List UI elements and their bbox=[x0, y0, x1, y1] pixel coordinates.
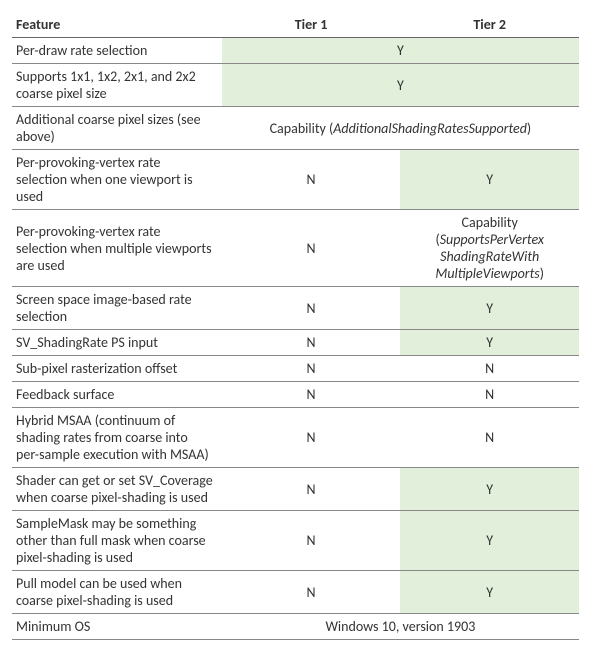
tier2-cell: Y bbox=[400, 571, 579, 614]
tier2-cell: Y bbox=[400, 150, 579, 210]
feature-cell: Additional coarse pixel sizes (see above… bbox=[12, 107, 222, 150]
table-row: SV_ShadingRate PS inputNY bbox=[12, 330, 579, 356]
table-row: Screen space image-based rate selectionN… bbox=[12, 287, 579, 330]
col-feature: Feature bbox=[12, 12, 222, 38]
tier1-cell: N bbox=[222, 408, 401, 468]
table-row: Hybrid MSAA (continuum of shading rates … bbox=[12, 408, 579, 468]
merged-cell: Y bbox=[222, 38, 579, 64]
tier2-cell: Y bbox=[400, 511, 579, 571]
feature-cell: Hybrid MSAA (continuum of shading rates … bbox=[12, 408, 222, 468]
tier1-cell: N bbox=[222, 571, 401, 614]
feature-cell: Supports 1x1, 1x2, 2x1, and 2x2 coarse p… bbox=[12, 64, 222, 107]
col-tier1: Tier 1 bbox=[222, 12, 401, 38]
table-row: Sub-pixel rasterization offsetNN bbox=[12, 356, 579, 382]
tier2-cell: Y bbox=[400, 330, 579, 356]
tier1-cell: N bbox=[222, 382, 401, 408]
feature-cell: Per-provoking-vertex rate selection when… bbox=[12, 210, 222, 287]
feature-table: Feature Tier 1 Tier 2 Per-draw rate sele… bbox=[12, 12, 579, 640]
feature-cell: Feedback surface bbox=[12, 382, 222, 408]
tier2-cell: N bbox=[400, 382, 579, 408]
table-row: Minimum OSWindows 10, version 1903 bbox=[12, 614, 579, 640]
table-row: Supports 1x1, 1x2, 2x1, and 2x2 coarse p… bbox=[12, 64, 579, 107]
feature-cell: SampleMask may be something other than f… bbox=[12, 511, 222, 571]
merged-cell: Capability (AdditionalShadingRatesSuppor… bbox=[222, 107, 579, 150]
tier1-cell: N bbox=[222, 150, 401, 210]
col-tier2: Tier 2 bbox=[400, 12, 579, 38]
tier2-cell: Y bbox=[400, 468, 579, 511]
table-row: Pull model can be used when coarse pixel… bbox=[12, 571, 579, 614]
table-row: Per-provoking-vertex rate selection when… bbox=[12, 150, 579, 210]
merged-cell: Y bbox=[222, 64, 579, 107]
tier1-cell: N bbox=[222, 468, 401, 511]
table-row: Per-draw rate selectionY bbox=[12, 38, 579, 64]
feature-cell: Shader can get or set SV_Coverage when c… bbox=[12, 468, 222, 511]
table-row: Per-provoking-vertex rate selection when… bbox=[12, 210, 579, 287]
tier1-cell: N bbox=[222, 356, 401, 382]
feature-cell: Per-draw rate selection bbox=[12, 38, 222, 64]
feature-cell: SV_ShadingRate PS input bbox=[12, 330, 222, 356]
header-row: Feature Tier 1 Tier 2 bbox=[12, 12, 579, 38]
feature-cell: Pull model can be used when coarse pixel… bbox=[12, 571, 222, 614]
tier1-cell: N bbox=[222, 511, 401, 571]
tier2-cell: Capability (SupportsPerVertex ShadingRat… bbox=[400, 210, 579, 287]
tier2-cell: N bbox=[400, 408, 579, 468]
tier1-cell: N bbox=[222, 287, 401, 330]
tier1-cell: N bbox=[222, 210, 401, 287]
tier1-cell: N bbox=[222, 330, 401, 356]
feature-cell: Minimum OS bbox=[12, 614, 222, 640]
tier2-cell: N bbox=[400, 356, 579, 382]
feature-cell: Screen space image-based rate selection bbox=[12, 287, 222, 330]
tier2-cell: Y bbox=[400, 287, 579, 330]
feature-cell: Sub-pixel rasterization offset bbox=[12, 356, 222, 382]
table-row: Feedback surfaceNN bbox=[12, 382, 579, 408]
table-body: Per-draw rate selectionYSupports 1x1, 1x… bbox=[12, 38, 579, 640]
merged-cell: Windows 10, version 1903 bbox=[222, 614, 579, 640]
table-row: Shader can get or set SV_Coverage when c… bbox=[12, 468, 579, 511]
table-row: Additional coarse pixel sizes (see above… bbox=[12, 107, 579, 150]
feature-cell: Per-provoking-vertex rate selection when… bbox=[12, 150, 222, 210]
table-row: SampleMask may be something other than f… bbox=[12, 511, 579, 571]
